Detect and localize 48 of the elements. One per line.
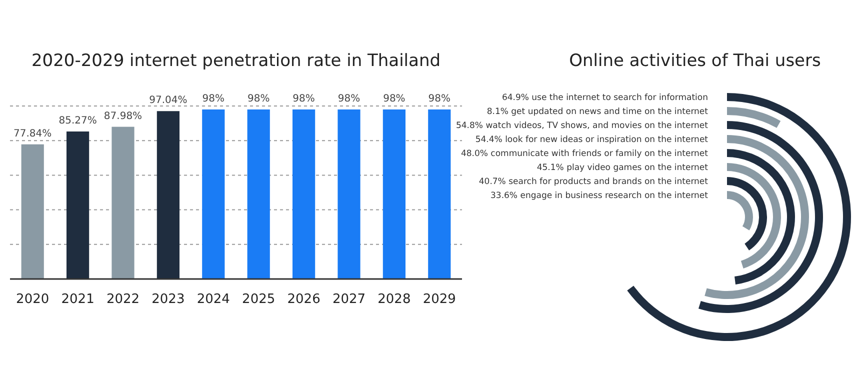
data-label: 98% <box>428 93 451 104</box>
category-label: search for products and brands on the internet <box>508 176 708 187</box>
category-label: play video games on the internet <box>566 162 708 173</box>
bar <box>338 109 360 279</box>
data-label: 40.7% <box>478 176 506 187</box>
bar <box>202 109 225 279</box>
x-tick-label: 2020 <box>16 292 50 307</box>
category-label: communicate with friends or family on the internet <box>490 148 708 159</box>
bar <box>21 144 44 279</box>
data-label: 77.84% <box>14 128 52 140</box>
data-label: 98% <box>202 93 225 104</box>
bar <box>156 111 180 279</box>
data-label: 33.6% <box>490 190 518 201</box>
category-label: engage in business research on the internet <box>520 190 708 201</box>
bar <box>66 131 90 279</box>
bar <box>112 126 134 279</box>
data-label: 45.1% <box>536 162 564 173</box>
data-label: 48.0% <box>460 148 488 159</box>
data-label: 98% <box>292 93 315 104</box>
category-label: use the internet to search for information <box>532 92 708 103</box>
data-label: 98% <box>338 93 360 104</box>
x-tick-label: 2022 <box>106 292 140 307</box>
category-label: get updated on news and time on the internet <box>511 106 708 117</box>
data-label: 97.04% <box>149 95 188 106</box>
bar <box>247 109 270 279</box>
x-tick-label: 2024 <box>196 292 230 307</box>
data-label: 98% <box>383 93 406 104</box>
bar <box>292 109 316 279</box>
x-tick-label: 2026 <box>287 292 320 307</box>
x-tick-label: 2027 <box>332 292 366 307</box>
data-label: 8.1% <box>486 106 508 117</box>
x-tick-label: 2023 <box>152 292 185 307</box>
data-label: 54.4% <box>475 134 502 145</box>
category-label: look for new ideas or inspiration on the internet <box>505 134 708 145</box>
x-tick-label: 2025 <box>242 292 276 307</box>
data-label: 64.9% <box>502 92 529 103</box>
x-tick-label: 2029 <box>422 292 456 307</box>
data-label: 98% <box>247 93 270 104</box>
chart-title: 2020-2029 internet penetration rate in Thailand <box>31 51 441 71</box>
x-tick-label: 2021 <box>61 292 94 307</box>
data-label: 54.8% <box>456 120 483 131</box>
category-label: watch videos, TV shows, and movies on the internet <box>486 120 708 131</box>
text: Online activities of Thai users <box>569 51 821 71</box>
x-tick-label: 2028 <box>378 292 411 307</box>
data-label: 87.98% <box>104 110 142 122</box>
data-label: 85.27% <box>58 115 97 126</box>
bar <box>382 109 406 279</box>
bar <box>428 109 451 279</box>
